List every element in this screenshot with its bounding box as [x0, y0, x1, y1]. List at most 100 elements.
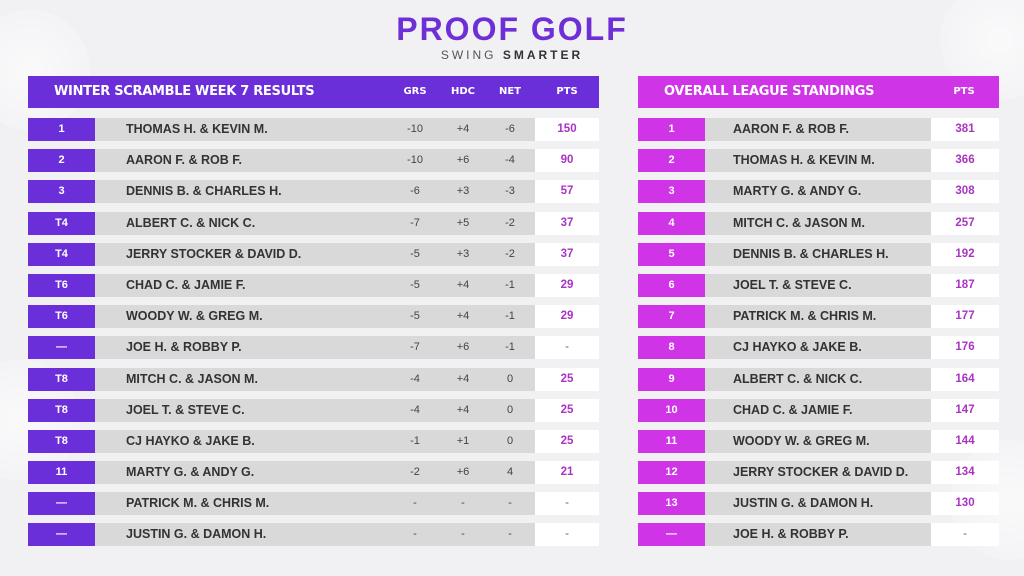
- rank-badge: T4: [28, 242, 95, 266]
- team-name: WOODY W. & GREG M.: [126, 309, 263, 324]
- week-results-header: WINTER SCRAMBLE WEEK 7 RESULTS GRS HDC N…: [28, 76, 599, 108]
- net-score: 4: [506, 466, 514, 479]
- table-row: T6 WOODY W. & GREG M. -5 +4 -1 29: [28, 305, 599, 329]
- rank-badge: 11: [28, 461, 95, 485]
- table-row: 5 DENNIS B. & CHARLES H. 192: [638, 242, 999, 266]
- league-standings-title: OVERALL LEAGUE STANDINGS: [664, 84, 875, 99]
- team-name: DENNIS B. & CHARLES H.: [126, 184, 282, 199]
- rank-badge: 4: [638, 211, 705, 235]
- rank-badge: T6: [28, 305, 95, 329]
- brand-tagline: SWING SMARTER: [0, 48, 1024, 62]
- table-row: 9 ALBERT C. & NICK C. 164: [638, 367, 999, 391]
- rank-badge: 9: [638, 367, 705, 391]
- rank-badge: 8: [638, 336, 705, 360]
- table-row: 7 PATRICK M. & CHRIS M. 177: [638, 305, 999, 329]
- handicap: -: [461, 497, 465, 510]
- handicap: +6: [456, 466, 470, 479]
- team-name: JOEL T. & STEVE C.: [126, 402, 245, 417]
- points-value: -: [535, 492, 599, 516]
- table-row: T4 JERRY STOCKER & DAVID D. -5 +3 -2 37: [28, 242, 599, 266]
- rank-badge: T8: [28, 429, 95, 453]
- rank-badge: T4: [28, 211, 95, 235]
- team-name: AARON F. & ROB F.: [126, 153, 242, 168]
- points-value: 164: [931, 367, 999, 391]
- points-value: -: [931, 523, 999, 547]
- team-name: MARTY G. & ANDY G.: [126, 465, 255, 480]
- gross-score: -10: [407, 154, 423, 167]
- gross-score: -: [413, 497, 417, 510]
- table-row: 11 WOODY W. & GREG M. 144: [638, 429, 999, 453]
- table-row: — JOE H. & ROBBY P. -7 +6 -1 -: [28, 336, 599, 360]
- team-name: AARON F. & ROB F.: [733, 122, 849, 136]
- net-score: -: [508, 497, 512, 510]
- net-score: -1: [505, 278, 515, 291]
- net-score: -2: [505, 216, 515, 229]
- team-name: THOMAS H. & KEVIN M.: [733, 153, 875, 168]
- gross-score: -5: [410, 247, 420, 260]
- rank-badge: 6: [638, 273, 705, 297]
- table-row: 10 CHAD C. & JAMIE F. 147: [638, 398, 999, 422]
- col-pts: PTS: [556, 86, 578, 97]
- tagline-light: SWING: [440, 48, 497, 62]
- net-score: -1: [505, 310, 515, 323]
- points-value: 90: [535, 149, 599, 173]
- points-value: 257: [931, 211, 999, 235]
- gross-score: -5: [410, 278, 420, 291]
- table-row: — PATRICK M. & CHRIS M. - - - -: [28, 492, 599, 516]
- rank-badge: 2: [638, 149, 705, 173]
- gross-score: -: [413, 528, 417, 541]
- net-score: 0: [506, 372, 514, 385]
- handicap: +4: [456, 123, 470, 135]
- net-score: -6: [505, 123, 515, 135]
- handicap: +3: [456, 185, 470, 198]
- team-name: JOE H. & ROBBY P.: [126, 340, 242, 355]
- table-row: 13 JUSTIN G. & DAMON H. 130: [638, 492, 999, 516]
- gross-score: -4: [410, 372, 420, 385]
- table-row: 8 CJ HAYKO & JAKE B. 176: [638, 336, 999, 360]
- points-value: 150: [535, 118, 599, 141]
- table-row: 12 JERRY STOCKER & DAVID D. 134: [638, 461, 999, 485]
- gross-score: -6: [410, 185, 420, 198]
- table-row: 2 THOMAS H. & KEVIN M. 366: [638, 149, 999, 173]
- rank-badge: T6: [28, 273, 95, 297]
- handicap: +3: [456, 247, 470, 260]
- rank-badge: 5: [638, 242, 705, 266]
- points-value: 177: [931, 305, 999, 329]
- team-name: CJ HAYKO & JAKE B.: [126, 433, 255, 448]
- handicap: +1: [456, 434, 470, 447]
- table-row: — JOE H. & ROBBY P. -: [638, 523, 999, 547]
- col-grs: GRS: [403, 86, 427, 97]
- table-row: T6 CHAD C. & JAMIE F. -5 +4 -1 29: [28, 273, 599, 297]
- rank-badge: 13: [638, 492, 705, 516]
- table-row: 2 AARON F. & ROB F. -10 +6 -4 90: [28, 149, 599, 173]
- points-value: 187: [931, 273, 999, 297]
- points-value: 21: [535, 461, 599, 485]
- net-score: -3: [505, 185, 515, 198]
- team-name: JERRY STOCKER & DAVID D.: [733, 465, 909, 480]
- points-value: 366: [931, 149, 999, 173]
- team-name: JUSTIN G. & DAMON H.: [733, 496, 874, 511]
- team-name: PATRICK M. & CHRIS M.: [733, 309, 877, 324]
- points-value: -: [535, 523, 599, 547]
- rank-badge: 1: [638, 118, 705, 141]
- gross-score: -10: [407, 123, 423, 135]
- points-value: 37: [535, 242, 599, 266]
- points-value: 130: [931, 492, 999, 516]
- points-value: 192: [931, 242, 999, 266]
- handicap: +6: [456, 154, 470, 167]
- team-name: PATRICK M. & CHRIS M.: [126, 496, 270, 511]
- net-score: 0: [506, 403, 514, 416]
- brand-logo: PROOF GOLF SWING SMARTER: [0, 12, 1024, 62]
- rank-badge: —: [28, 492, 95, 516]
- rank-badge: T8: [28, 398, 95, 422]
- handicap: +4: [456, 310, 470, 323]
- rank-badge: 3: [28, 180, 95, 204]
- team-name: THOMAS H. & KEVIN M.: [126, 122, 268, 136]
- gross-score: -7: [410, 341, 420, 354]
- rank-badge: —: [638, 523, 705, 547]
- points-value: 25: [535, 429, 599, 453]
- brand-title: PROOF GOLF: [396, 11, 628, 47]
- table-row: — JUSTIN G. & DAMON H. - - - -: [28, 523, 599, 547]
- handicap: +6: [456, 341, 470, 354]
- table-row: 11 MARTY G. & ANDY G. -2 +6 4 21: [28, 461, 599, 485]
